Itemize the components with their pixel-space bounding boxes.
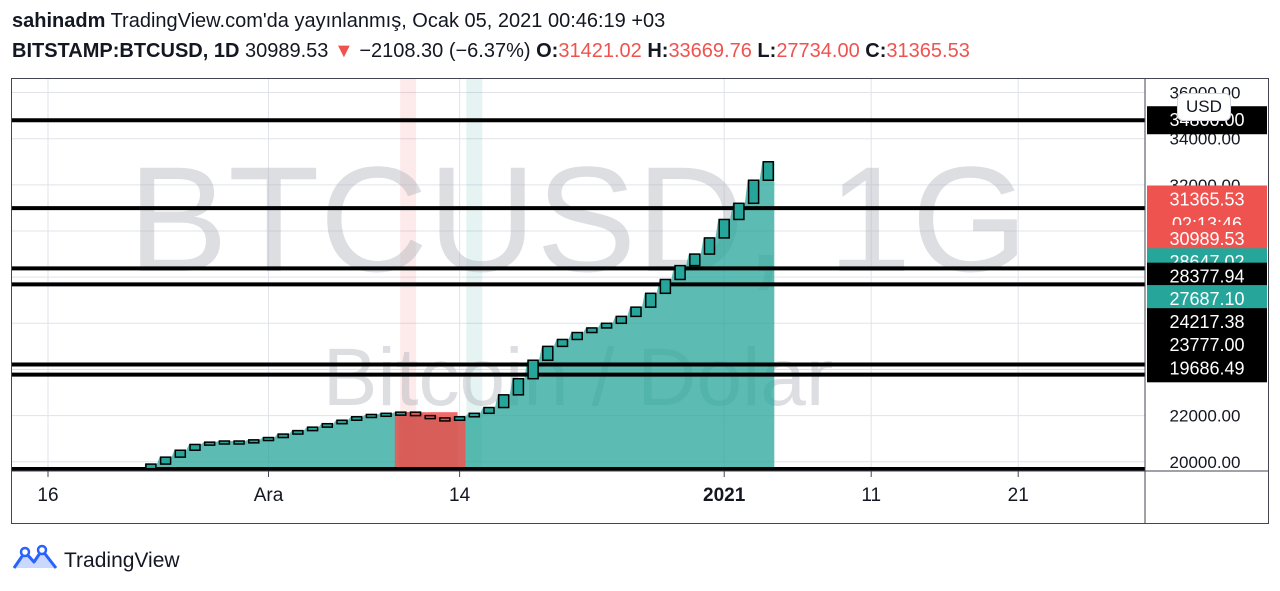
price-label: 24217.38 <box>1169 312 1244 332</box>
candle <box>571 331 583 341</box>
candle <box>718 218 730 239</box>
candle <box>380 412 392 418</box>
candle <box>689 253 701 267</box>
candle <box>439 417 451 422</box>
chart-area[interactable]: BTCUSD, 1G Bitcoin / Dolar 20000.0022000… <box>11 78 1269 524</box>
high-value: 33669.76 <box>668 40 752 62</box>
watermark-symbol: BTCUSD, 1G <box>128 135 1028 303</box>
candle <box>586 327 598 334</box>
candles <box>145 161 775 470</box>
time-tick-label: 11 <box>861 485 881 506</box>
low-label: L: <box>757 40 777 62</box>
down-triangle-icon: ▼ <box>333 40 354 62</box>
candle <box>483 406 495 415</box>
ohlc-legend: BITSTAMP:BTCUSD, 1D 30989.53 ▼ −2108.30 … <box>12 40 970 63</box>
candle <box>159 456 172 465</box>
footer-brand[interactable]: TradingView <box>64 548 180 572</box>
area-path <box>144 161 775 471</box>
price-label: 31365.53 <box>1169 189 1244 209</box>
price-chart[interactable]: BTCUSD, 1G Bitcoin / Dolar 20000.0022000… <box>12 79 1268 523</box>
price-label: 28377.94 <box>1169 267 1244 287</box>
time-tick-label: 21 <box>1008 485 1029 506</box>
candle <box>644 292 657 308</box>
candle <box>468 412 481 418</box>
footer: TradingView <box>12 544 180 577</box>
candle <box>292 429 304 435</box>
price-tick-label: 20000.00 <box>1170 453 1241 472</box>
candle <box>262 436 275 442</box>
price-label-bg <box>1147 185 1267 214</box>
candle <box>174 449 187 458</box>
candle <box>630 306 642 318</box>
candle <box>733 202 745 221</box>
candle <box>409 411 422 417</box>
candle <box>424 414 436 420</box>
candle <box>703 237 716 255</box>
candle <box>306 426 319 432</box>
candle <box>762 161 775 181</box>
price-label: 23777.00 <box>1169 335 1244 355</box>
candle <box>145 463 157 470</box>
last-price: 30989.53 <box>244 40 329 62</box>
publish-info: sahinadm TradingView.com'da yayınlanmış,… <box>12 10 665 33</box>
close-label: C: <box>865 40 887 62</box>
horizontal-levels <box>12 118 1145 472</box>
candle <box>233 440 245 445</box>
time-tick-label: 16 <box>37 485 58 506</box>
price-label: 30989.53 <box>1169 229 1244 249</box>
price-label: 19686.49 <box>1169 358 1244 378</box>
candle <box>350 416 363 421</box>
candle <box>336 419 348 425</box>
published-text: TradingView.com'da yayınlanmış, Ocak 05,… <box>110 10 666 32</box>
time-axis: 16 Ara 14 2021 11 21 <box>12 470 1268 506</box>
candle <box>747 179 760 205</box>
low-value: 27734.00 <box>776 40 860 62</box>
price-tick-label: 34000.00 <box>1170 130 1241 149</box>
close-value: 31365.53 <box>886 40 970 62</box>
area-down-segment <box>394 412 466 471</box>
candle <box>615 315 628 325</box>
candle <box>248 439 260 444</box>
candle <box>321 422 334 428</box>
candle <box>395 411 407 416</box>
candle <box>659 278 672 295</box>
area-fill <box>144 161 775 471</box>
candle <box>277 433 289 439</box>
tradingview-logo-icon[interactable] <box>12 544 58 577</box>
candle <box>453 416 466 421</box>
candle <box>512 377 525 396</box>
candle <box>674 264 686 281</box>
candle <box>600 322 613 329</box>
candle <box>556 338 569 348</box>
author-name[interactable]: sahinadm <box>12 10 106 32</box>
price-label-bg <box>1147 354 1267 383</box>
open-label: O: <box>536 40 559 62</box>
price-axis: 20000.0022000.0024000.0026000.0028000.00… <box>1144 79 1267 523</box>
candle <box>203 441 216 446</box>
open-value: 31421.02 <box>558 40 642 62</box>
candle <box>542 345 554 361</box>
candle <box>365 413 378 419</box>
price-change: −2108.30 (−6.37%) <box>359 40 531 62</box>
candle <box>497 394 510 409</box>
time-tick-label: Ara <box>254 485 284 506</box>
candle <box>218 440 231 445</box>
candle <box>189 443 201 451</box>
candle <box>527 359 539 380</box>
price-tick-label: 22000.00 <box>1170 407 1241 426</box>
price-label: 27687.10 <box>1169 289 1244 309</box>
time-tick-label: 14 <box>449 485 471 506</box>
currency-button[interactable]: USD <box>1177 93 1231 121</box>
symbol-label: BITSTAMP:BTCUSD, 1D <box>12 40 240 62</box>
high-label: H: <box>647 40 669 62</box>
time-tick-label: 2021 <box>703 485 746 506</box>
